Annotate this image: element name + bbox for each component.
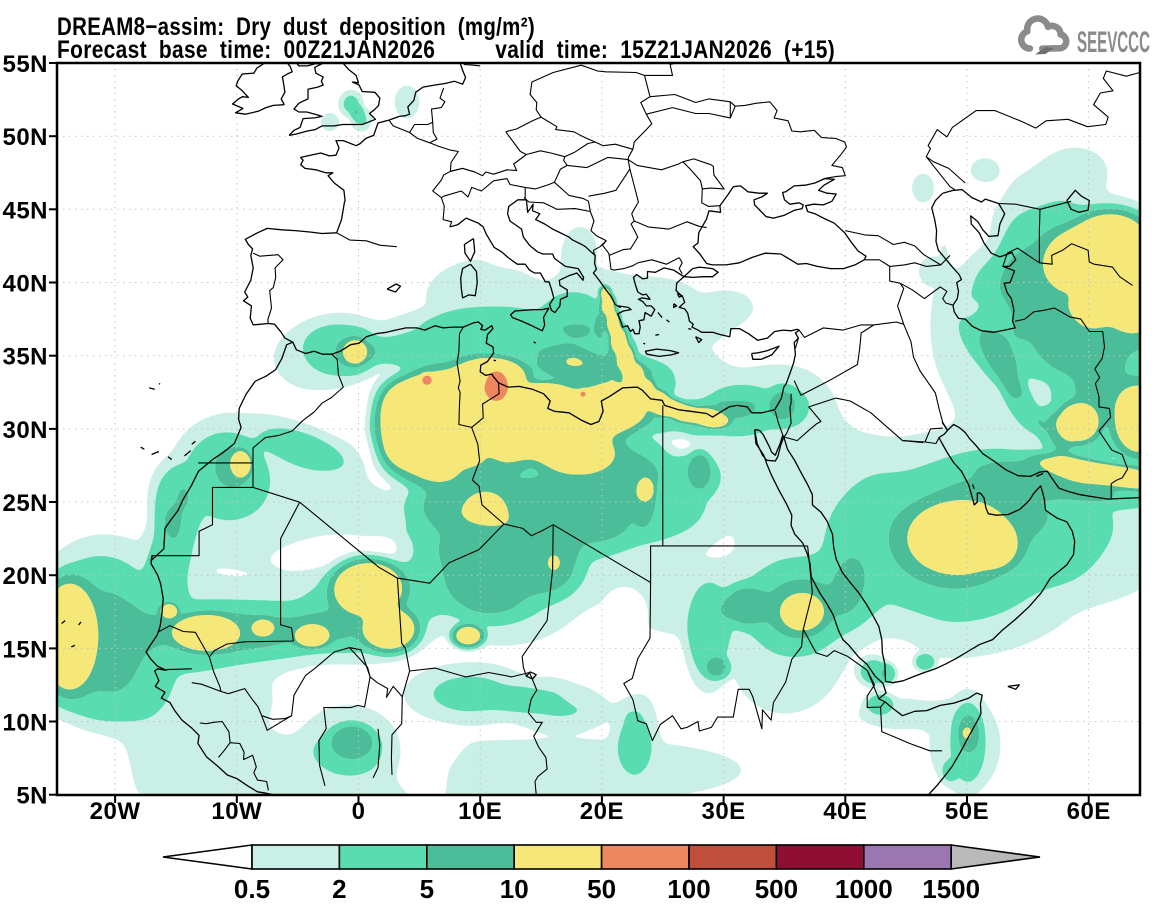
svg-text:20W: 20W [90, 798, 141, 825]
svg-text:50N: 50N [2, 124, 48, 151]
svg-text:45N: 45N [2, 197, 48, 224]
svg-text:DREAM8−assim: Dry dust deposit: DREAM8−assim: Dry dust deposition (mg/m²… [57, 13, 535, 41]
svg-text:40N: 40N [2, 271, 48, 298]
svg-text:500: 500 [755, 874, 798, 904]
svg-text:40E: 40E [823, 798, 867, 825]
svg-text:20E: 20E [580, 798, 624, 825]
svg-text:20N: 20N [2, 563, 48, 590]
svg-text:30N: 30N [2, 417, 48, 444]
svg-text:15N: 15N [2, 636, 48, 663]
svg-text:50E: 50E [945, 798, 989, 825]
svg-text:55N: 55N [2, 51, 48, 78]
svg-text:0.5: 0.5 [234, 874, 270, 904]
svg-text:2: 2 [332, 874, 346, 904]
svg-text:Forecast base time: 00Z21JAN20: Forecast base time: 00Z21JAN2026 valid t… [57, 36, 835, 64]
svg-text:100: 100 [667, 874, 710, 904]
svg-text:35N: 35N [2, 344, 48, 371]
svg-text:30E: 30E [701, 798, 745, 825]
svg-text:10: 10 [500, 874, 529, 904]
svg-text:5N: 5N [16, 783, 48, 810]
svg-text:1500: 1500 [922, 874, 980, 904]
svg-text:SEEVCCC: SEEVCCC [1077, 26, 1150, 59]
svg-text:1000: 1000 [835, 874, 893, 904]
svg-text:10E: 10E [458, 798, 502, 825]
svg-text:50: 50 [587, 874, 616, 904]
svg-text:10N: 10N [2, 710, 48, 737]
svg-text:0: 0 [352, 798, 366, 825]
svg-text:60E: 60E [1067, 798, 1111, 825]
svg-text:5: 5 [420, 874, 434, 904]
svg-text:25N: 25N [2, 490, 48, 517]
svg-text:10W: 10W [211, 798, 262, 825]
